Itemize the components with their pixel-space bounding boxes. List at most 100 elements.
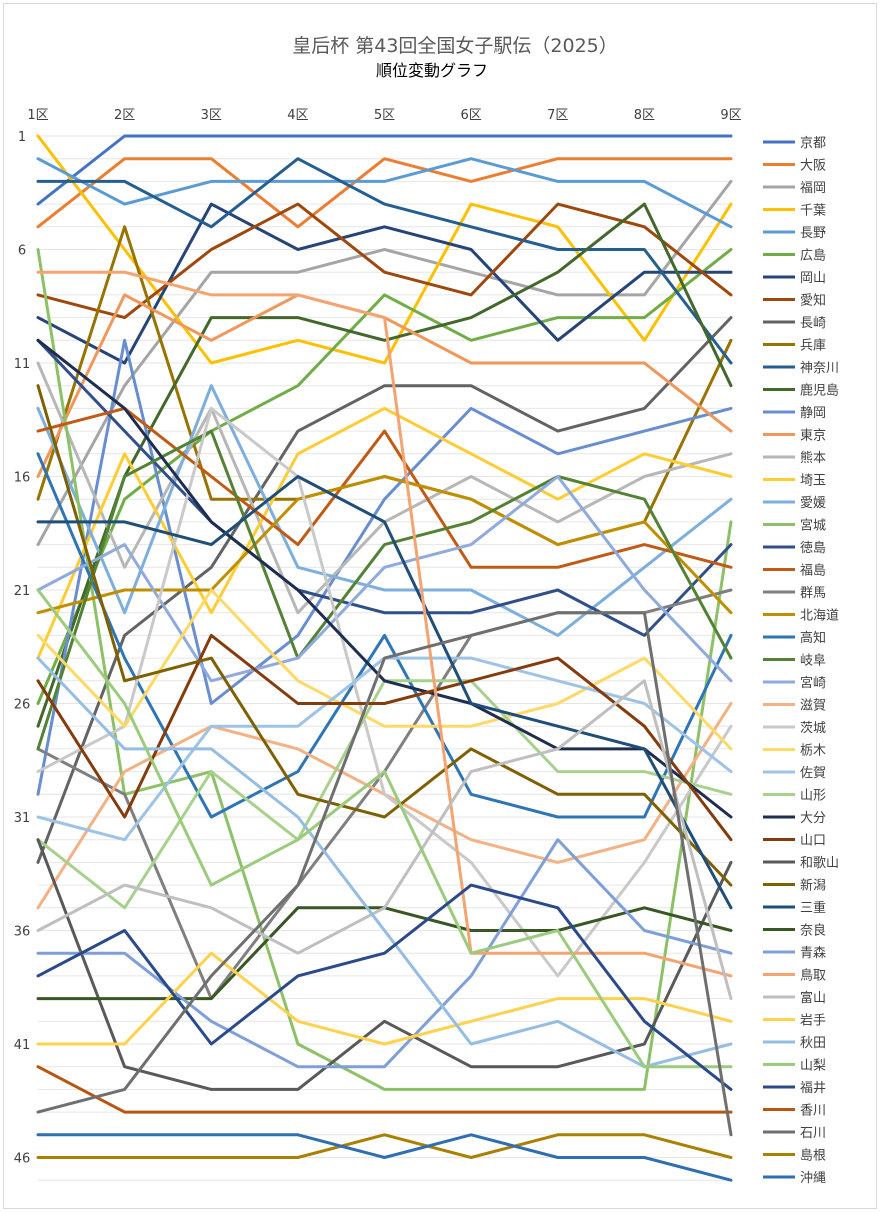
- y-tick-label: 31: [14, 811, 31, 826]
- series-line: [36, 384, 733, 637]
- legend-label: 京都: [800, 136, 826, 151]
- x-tick-label: 8区: [634, 108, 655, 123]
- legend-label: 茨城: [800, 721, 826, 736]
- chart-title: 皇后杯 第43回全国女子駅伝（2025）: [292, 35, 618, 57]
- series-lines: [36, 134, 733, 1182]
- legend-label: 石川: [800, 1126, 826, 1141]
- legend-label: 沖縄: [800, 1171, 826, 1186]
- legend-label: 和歌山: [800, 856, 839, 871]
- legend-label: 東京: [800, 428, 826, 444]
- y-tick-label: 41: [14, 1038, 31, 1053]
- series-line: [36, 452, 733, 819]
- legend-label: 岐阜: [800, 653, 826, 669]
- legend-label: 北海道: [800, 609, 839, 624]
- legend-label: 宮崎: [800, 675, 826, 691]
- legend-label: 長野: [800, 226, 826, 241]
- x-tick-label: 9区: [720, 108, 741, 123]
- series-line: [36, 316, 733, 864]
- x-tick-label: 6区: [460, 108, 481, 123]
- legend-label: 山形: [800, 789, 826, 804]
- x-tick-label: 4区: [287, 108, 308, 123]
- x-tick-label: 3区: [201, 108, 222, 123]
- series-line: [36, 588, 733, 751]
- legend-label: 兵庫: [800, 339, 826, 354]
- y-tick-label: 11: [14, 357, 31, 372]
- legend: 京都大阪福岡千葉長野広島岡山愛知長崎兵庫神奈川鹿児島静岡東京熊本埼玉愛媛宮城徳島…: [763, 136, 839, 1186]
- series-line: [36, 202, 733, 320]
- legend-label: 奈良: [800, 923, 826, 939]
- legend-label: 千葉: [800, 204, 826, 219]
- y-tick-label: 1: [18, 130, 26, 145]
- series-line: [36, 134, 733, 206]
- legend-label: 静岡: [800, 406, 826, 421]
- legend-label: 新潟: [800, 878, 826, 894]
- legend-label: 青森: [800, 946, 826, 961]
- legend-label: 三重: [800, 900, 826, 916]
- legend-label: 広島: [800, 249, 826, 264]
- series-line: [36, 702, 733, 910]
- y-tick-label: 46: [14, 1152, 31, 1167]
- legend-label: 秋田: [800, 1036, 826, 1051]
- series-line: [36, 1065, 733, 1114]
- legend-label: 滋賀: [800, 699, 826, 714]
- series-line: [36, 248, 733, 1091]
- legend-label: 福井: [800, 1081, 826, 1096]
- series-line: [36, 838, 733, 1091]
- legend-label: 大分: [800, 811, 826, 826]
- legend-label: 宮城: [800, 518, 826, 534]
- legend-label: 福岡: [800, 181, 826, 196]
- legend-label: 群馬: [800, 586, 826, 601]
- series-line: [36, 679, 733, 1001]
- series-line: [36, 656, 733, 1069]
- legend-label: 大阪: [800, 159, 826, 174]
- series-line: [36, 202, 733, 728]
- legend-label: 愛知: [800, 293, 826, 309]
- legend-label: 山口: [800, 834, 826, 849]
- series-line: [36, 134, 733, 365]
- series-line: [36, 384, 733, 887]
- legend-label: 熊本: [800, 450, 826, 466]
- series-line: [36, 611, 733, 1137]
- series-line: [36, 883, 733, 1091]
- series-line: [36, 838, 733, 1069]
- legend-label: 高知: [800, 630, 826, 646]
- legend-label: 神奈川: [800, 361, 839, 376]
- series-line: [36, 588, 733, 1069]
- x-tick-label: 7区: [547, 108, 568, 123]
- y-tick-label: 6: [18, 244, 26, 259]
- series-line: [36, 248, 733, 705]
- series-line: [36, 270, 733, 978]
- series-line: [36, 157, 733, 365]
- x-tick-label: 1区: [27, 108, 48, 123]
- legend-label: 山梨: [800, 1059, 826, 1074]
- legend-label: 埼玉: [800, 474, 826, 489]
- series-line: [36, 951, 733, 1046]
- series-line: [36, 157, 733, 229]
- series-line: [36, 429, 733, 751]
- legend-label: 島根: [800, 1149, 826, 1164]
- legend-label: 長崎: [800, 316, 826, 331]
- legend-label: 岩手: [800, 1014, 826, 1029]
- legend-label: 岡山: [800, 271, 826, 286]
- x-tick-label: 2区: [114, 108, 135, 123]
- x-tick-label: 5区: [374, 108, 395, 123]
- legend-label: 徳島: [800, 541, 826, 556]
- y-tick-label: 16: [14, 471, 31, 486]
- chart-subtitle: 順位変動グラフ: [376, 61, 488, 80]
- series-line: [36, 406, 733, 660]
- y-tick-label: 26: [14, 698, 31, 713]
- series-line: [36, 1133, 733, 1159]
- y-tick-label: 21: [14, 584, 31, 599]
- legend-label: 栃木: [800, 744, 826, 759]
- x-axis-ticks: 1区 2区 3区 4区 5区 6区 7区 8区 9区: [27, 108, 741, 123]
- series-line: [36, 475, 733, 683]
- legend-label: 愛媛: [800, 496, 826, 511]
- legend-label: 香川: [800, 1104, 826, 1119]
- series-line: [36, 1133, 733, 1182]
- legend-label: 鳥取: [800, 969, 826, 984]
- series-line: [36, 475, 733, 910]
- legend-label: 佐賀: [800, 766, 826, 781]
- series-line: [36, 338, 733, 819]
